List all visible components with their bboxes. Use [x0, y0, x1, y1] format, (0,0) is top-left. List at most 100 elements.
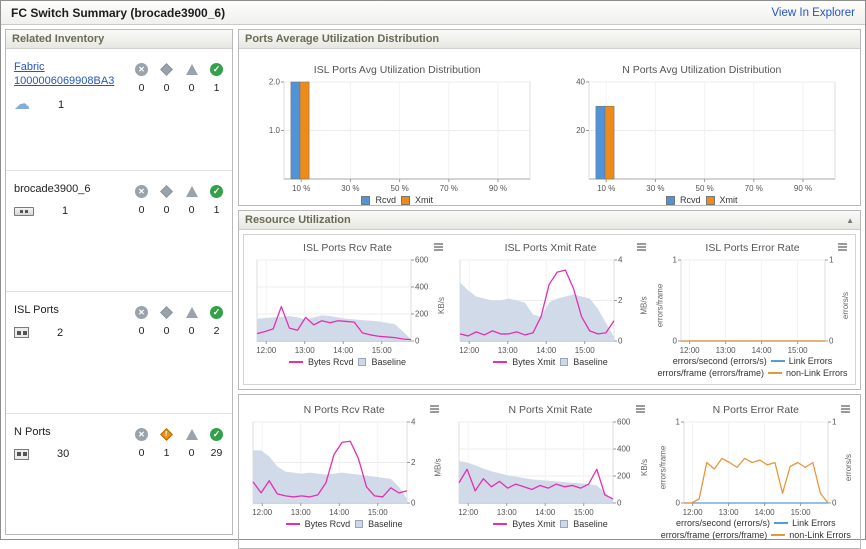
chart-options-icon[interactable]	[636, 243, 646, 245]
svg-text:12:00: 12:00	[682, 508, 703, 517]
line-swatch	[493, 361, 508, 363]
status-critical-count: 0	[138, 203, 145, 216]
svg-text:13:00: 13:00	[291, 508, 312, 517]
titlebar: FC Switch Summary (brocade3900_6) View I…	[1, 1, 865, 25]
legend-axis-label: errors/second (errors/s)	[672, 356, 767, 366]
svg-text:50 %: 50 %	[391, 184, 409, 193]
svg-text:15:00: 15:00	[574, 508, 595, 517]
legend-label: Rcvd	[375, 195, 396, 205]
n-error-rate-chart: N Ports Error Rate errors/frame 0 0 1 1 12:0…	[658, 403, 854, 540]
legend-label: Bytes Rcvd	[307, 357, 354, 367]
status-healthy-icon: ✓	[210, 427, 223, 441]
rcvd-swatch	[665, 195, 675, 205]
status-marginal-alert-icon: !	[160, 427, 173, 441]
chart-options-icon[interactable]	[636, 405, 646, 407]
related-inventory-header: Related Inventory	[6, 30, 232, 49]
status-healthy-count: 1	[213, 82, 220, 94]
legend-axis-label: errors/frame (errors/frame)	[660, 530, 768, 540]
legend-label: Baseline	[368, 519, 403, 529]
chart-options-icon[interactable]	[430, 405, 440, 407]
status-healthy-icon: ✓	[210, 306, 223, 319]
y-axis-unit-label: MB/s	[433, 457, 443, 477]
svg-text:90 %: 90 %	[794, 184, 812, 193]
switch-label: brocade3900_6	[14, 182, 91, 195]
inventory-row-fabric: Fabric 1000006069908BA3 ☁ 1 ✕ 0 0 0 ✓ 1	[6, 49, 232, 171]
svg-text:14:00: 14:00	[329, 508, 350, 517]
legend-label: Baseline	[371, 357, 407, 367]
fabric-status-group: ✕ 0 0 0 ✓ 1	[134, 63, 224, 170]
chart-title: ISL Ports Xmit Rate	[504, 242, 597, 254]
svg-text:14:00: 14:00	[536, 508, 557, 517]
svg-text:12:00: 12:00	[256, 346, 277, 355]
svg-text:2: 2	[411, 458, 416, 467]
baseline-swatch	[355, 520, 364, 528]
n-ports-label: N Ports	[14, 425, 51, 438]
chart-options-icon[interactable]	[837, 243, 847, 245]
svg-text:0: 0	[617, 499, 622, 508]
collapse-panel-icon[interactable]: ▲	[846, 215, 854, 225]
rcvd-swatch	[361, 195, 371, 205]
related-inventory-panel: Related Inventory Fabric 1000006069908BA3…	[5, 29, 233, 535]
n-ports-status-group: ✕ 0 ! 1 0 ✓ 29	[134, 427, 224, 535]
status-marginal-icon	[160, 306, 173, 319]
chart-legend: errors/second (errors/s) Link Errors err…	[661, 518, 851, 540]
status-unknown-icon	[185, 185, 198, 197]
status-marginal-count: 1	[163, 446, 170, 459]
status-unknown-icon	[185, 428, 198, 440]
svg-text:50 %: 50 %	[695, 184, 713, 193]
svg-text:1: 1	[672, 256, 677, 265]
isl-ports-count: 2	[57, 326, 64, 339]
related-inventory-title: Related Inventory	[12, 33, 105, 45]
fabric-link[interactable]: Fabric 1000006069908BA3	[14, 61, 115, 87]
chart-legend: errors/second (errors/s) Link Errors err…	[657, 356, 847, 378]
svg-text:14:00: 14:00	[333, 346, 354, 355]
status-critical-count: 0	[138, 325, 145, 337]
svg-text:40: 40	[576, 78, 585, 87]
xmit-swatch	[705, 195, 715, 205]
isl-rcv-rate-plot: 0 200 400 600 12:00 13:00 14:00 15:00	[249, 255, 437, 356]
non-link-errors-swatch	[771, 534, 786, 536]
svg-text:14:00: 14:00	[751, 346, 772, 355]
page-title: FC Switch Summary (brocade3900_6)	[11, 5, 226, 20]
ports-icon	[14, 448, 29, 460]
fabric-icon: ☁	[14, 95, 30, 113]
baseline-swatch	[560, 358, 569, 366]
legend-label: Rcvd	[679, 195, 701, 205]
svg-text:0: 0	[675, 499, 680, 508]
chart-legend: Rcvd Xmit	[361, 195, 433, 205]
svg-text:0: 0	[411, 499, 416, 508]
chart-title: ISL Ports Rcv Rate	[303, 242, 392, 254]
isl-rcv-rate-chart: ISL Ports Rcv Rate 0 200 400 600 12:00 13:00 1…	[249, 241, 447, 367]
line-swatch	[285, 523, 300, 525]
switch-icon	[14, 206, 34, 216]
legend-label: Bytes Xmit	[512, 357, 556, 367]
chart-title: N Ports Avg Utilization Distribution	[622, 64, 782, 76]
svg-text:12:00: 12:00	[459, 508, 480, 517]
svg-text:600: 600	[617, 418, 631, 427]
resource-utilization-title: Resource Utilization	[245, 214, 351, 226]
svg-text:12:00: 12:00	[252, 508, 273, 517]
status-unknown-count: 0	[188, 325, 195, 337]
svg-text:2: 2	[618, 296, 623, 305]
link-errors-swatch	[770, 360, 785, 362]
status-marginal-count: 0	[163, 325, 170, 337]
legend-label: Link Errors	[788, 356, 833, 366]
baseline-swatch	[560, 520, 569, 528]
non-link-errors-swatch	[767, 372, 782, 374]
legend-label: Bytes Xmit	[512, 519, 556, 529]
legend-label: non-Link Errors	[785, 368, 848, 378]
svg-text:13:00: 13:00	[497, 508, 518, 517]
status-unknown-icon	[185, 307, 198, 318]
chart-options-icon[interactable]	[433, 243, 443, 245]
svg-text:10 %: 10 %	[597, 184, 615, 193]
svg-text:20: 20	[576, 126, 585, 135]
svg-text:200: 200	[415, 310, 429, 319]
svg-text:1: 1	[675, 418, 680, 427]
chart-options-icon[interactable]	[840, 405, 850, 407]
chart-title: N Ports Rcv Rate	[303, 404, 385, 416]
legend-label: Baseline	[573, 519, 608, 529]
svg-text:4: 4	[618, 256, 623, 265]
status-unknown-count: 0	[188, 82, 195, 94]
view-in-explorer-link[interactable]: View In Explorer	[771, 6, 855, 19]
